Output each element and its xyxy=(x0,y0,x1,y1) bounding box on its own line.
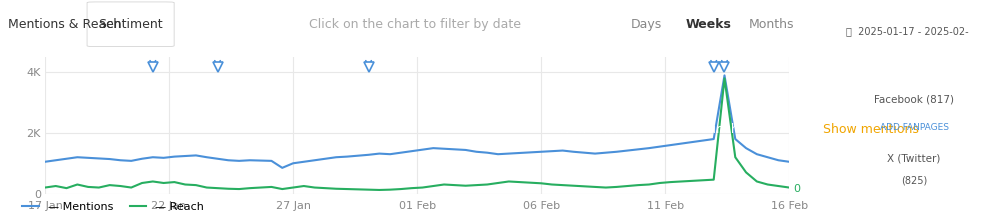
FancyBboxPatch shape xyxy=(87,2,174,46)
Text: Facebook (817): Facebook (817) xyxy=(874,94,954,104)
Text: 📅  2025-01-17 - 2025-02-: 📅 2025-01-17 - 2025-02- xyxy=(846,26,969,36)
Text: Sentiment: Sentiment xyxy=(98,18,163,31)
Text: 0: 0 xyxy=(793,184,800,194)
Text: Months: Months xyxy=(748,18,794,31)
Text: (825): (825) xyxy=(901,175,927,185)
Text: X (Twitter): X (Twitter) xyxy=(887,153,941,163)
Text: 2025-02-14: 2025-02-14 xyxy=(559,87,644,100)
Text: Click on the chart to filter by date: Click on the chart to filter by date xyxy=(309,18,520,31)
Text: Weeks: Weeks xyxy=(686,18,732,31)
Text: ADD FANPAGES: ADD FANPAGES xyxy=(879,123,949,132)
Text: Show mentions: Show mentions xyxy=(823,123,919,136)
Text: Mentions & Reach: Mentions & Reach xyxy=(8,18,122,31)
Text: New Thermomix TM7 launch: New Thermomix TM7 launch xyxy=(559,123,738,136)
Text: ×: × xyxy=(803,73,815,88)
Legend: — Mentions, — Reach: — Mentions, — Reach xyxy=(18,197,209,216)
Text: Days: Days xyxy=(631,18,662,31)
